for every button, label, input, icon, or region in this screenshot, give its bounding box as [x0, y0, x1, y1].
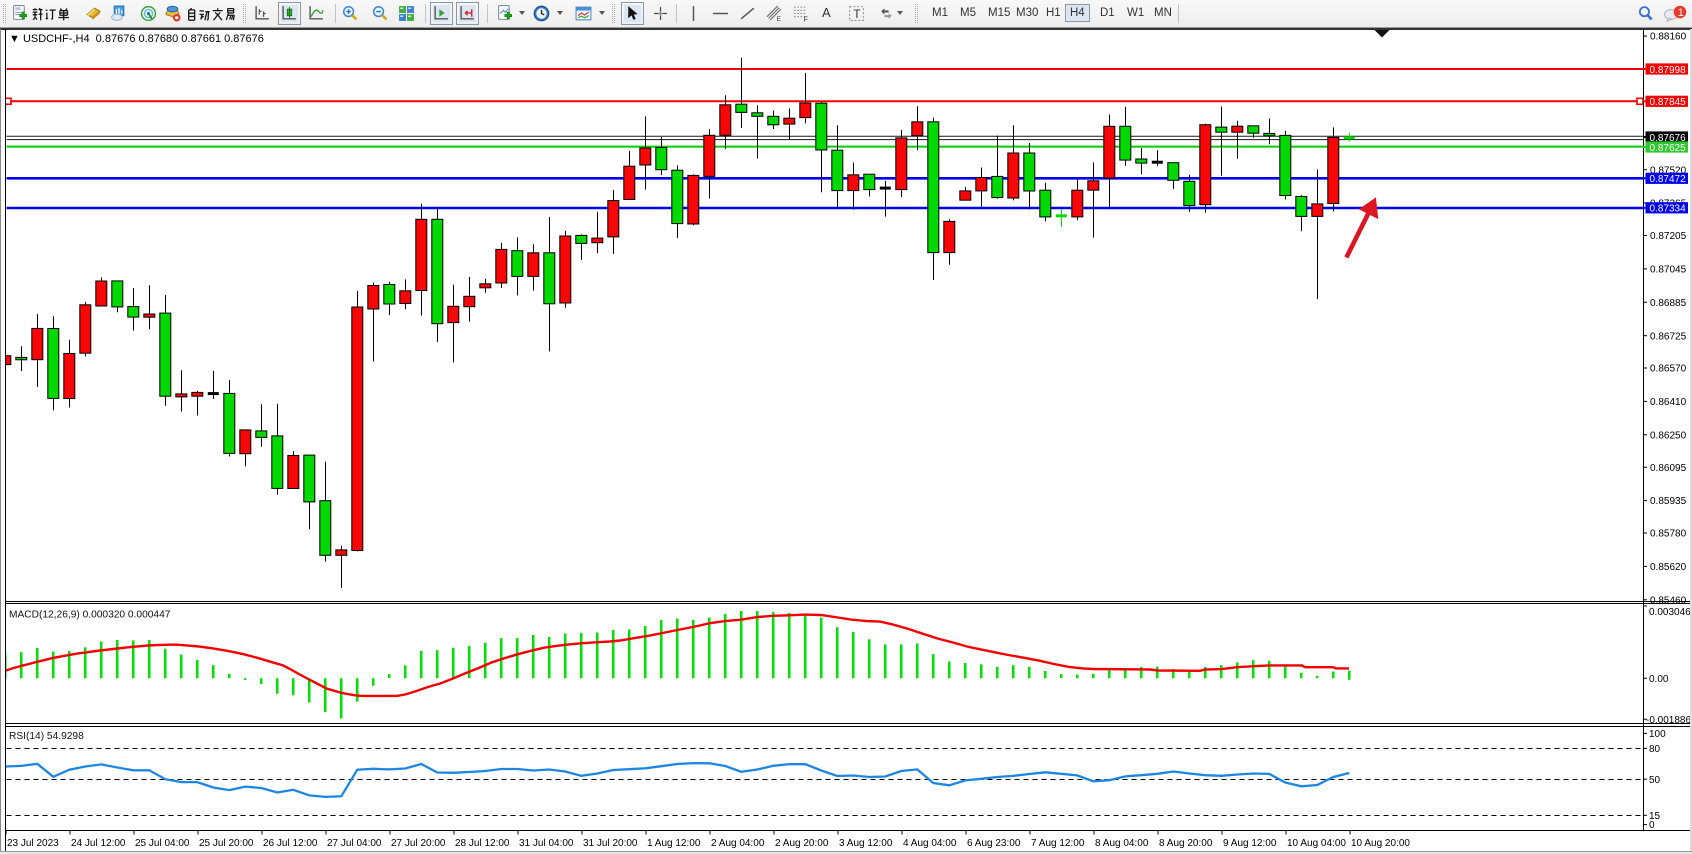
svg-text:4 Aug 04:00: 4 Aug 04:00 [903, 838, 957, 849]
svg-text:0.86885: 0.86885 [1650, 298, 1687, 309]
svg-text:▼ USDCHF-,H4 0.87676 0.87680: ▼ USDCHF-,H4 0.87676 0.87680 0.87661 0.8… [9, 33, 264, 45]
svg-text:0.87520: 0.87520 [1650, 165, 1687, 176]
svg-text:0.87676: 0.87676 [1650, 133, 1687, 144]
svg-text:7 Aug 12:00: 7 Aug 12:00 [1031, 838, 1085, 849]
svg-text:10 Aug 04:00: 10 Aug 04:00 [1287, 838, 1346, 849]
svg-text:0.85780: 0.85780 [1650, 529, 1687, 540]
svg-text:2 Aug 04:00: 2 Aug 04:00 [711, 838, 765, 849]
svg-text:1 Aug 12:00: 1 Aug 12:00 [647, 838, 701, 849]
svg-text:-0.001886: -0.001886 [1646, 715, 1691, 726]
svg-text:15: 15 [1649, 811, 1661, 822]
svg-text:8 Aug 04:00: 8 Aug 04:00 [1095, 838, 1149, 849]
svg-text:31 Jul 04:00: 31 Jul 04:00 [519, 838, 574, 849]
svg-text:0.86095: 0.86095 [1650, 463, 1687, 474]
svg-text:0.87625: 0.87625 [1650, 143, 1687, 154]
svg-text:80: 80 [1649, 744, 1661, 755]
svg-text:27 Jul 20:00: 27 Jul 20:00 [391, 838, 446, 849]
svg-text:0.86570: 0.86570 [1650, 364, 1687, 375]
svg-text:0.85620: 0.85620 [1650, 562, 1687, 573]
svg-text:28 Jul 12:00: 28 Jul 12:00 [455, 838, 510, 849]
svg-text:RSI(14) 54.9298: RSI(14) 54.9298 [9, 731, 84, 742]
svg-text:100: 100 [1649, 729, 1666, 740]
svg-text:T: T [853, 8, 860, 21]
svg-text:1: 1 [1678, 7, 1684, 19]
svg-text:23 Jul 2023: 23 Jul 2023 [7, 838, 59, 849]
svg-text:25 Jul 04:00: 25 Jul 04:00 [135, 838, 190, 849]
svg-text:25 Jul 20:00: 25 Jul 20:00 [199, 838, 254, 849]
svg-text:10 Aug 20:00: 10 Aug 20:00 [1351, 838, 1410, 849]
svg-text:0.85460: 0.85460 [1650, 595, 1687, 606]
svg-text:0: 0 [1649, 820, 1655, 831]
svg-text:3 Aug 12:00: 3 Aug 12:00 [839, 838, 893, 849]
svg-text:9 Aug 12:00: 9 Aug 12:00 [1223, 838, 1277, 849]
svg-text:0.003046: 0.003046 [1649, 607, 1691, 618]
svg-text:0.87205: 0.87205 [1650, 231, 1687, 242]
svg-text:E: E [777, 16, 781, 22]
svg-text:0.86410: 0.86410 [1650, 397, 1687, 408]
svg-text:0.86725: 0.86725 [1650, 331, 1687, 342]
svg-text:0.85935: 0.85935 [1650, 496, 1687, 507]
svg-text:8 Aug 20:00: 8 Aug 20:00 [1159, 838, 1213, 849]
svg-text:F: F [804, 16, 808, 22]
svg-text:0.87472: 0.87472 [1650, 174, 1687, 185]
svg-text:MACD(12,26,9) 0.000320 0.00044: MACD(12,26,9) 0.000320 0.000447 [9, 610, 171, 621]
svg-text:2 Aug 20:00: 2 Aug 20:00 [775, 838, 829, 849]
svg-text:0.87998: 0.87998 [1650, 65, 1687, 76]
svg-text:27 Jul 04:00: 27 Jul 04:00 [327, 838, 382, 849]
svg-text:26 Jul 12:00: 26 Jul 12:00 [263, 838, 318, 849]
svg-text:0.87334: 0.87334 [1650, 204, 1687, 215]
svg-text:0.88160: 0.88160 [1650, 32, 1687, 43]
svg-text:31 Jul 20:00: 31 Jul 20:00 [583, 838, 638, 849]
svg-text:0.87845: 0.87845 [1650, 97, 1687, 108]
svg-text:0.87045: 0.87045 [1650, 265, 1687, 276]
svg-text:24 Jul 12:00: 24 Jul 12:00 [71, 838, 126, 849]
svg-text:0.00: 0.00 [1649, 674, 1669, 685]
svg-text:50: 50 [1649, 775, 1661, 786]
svg-text:6 Aug 23:00: 6 Aug 23:00 [967, 838, 1021, 849]
svg-text:0.86250: 0.86250 [1650, 430, 1687, 441]
